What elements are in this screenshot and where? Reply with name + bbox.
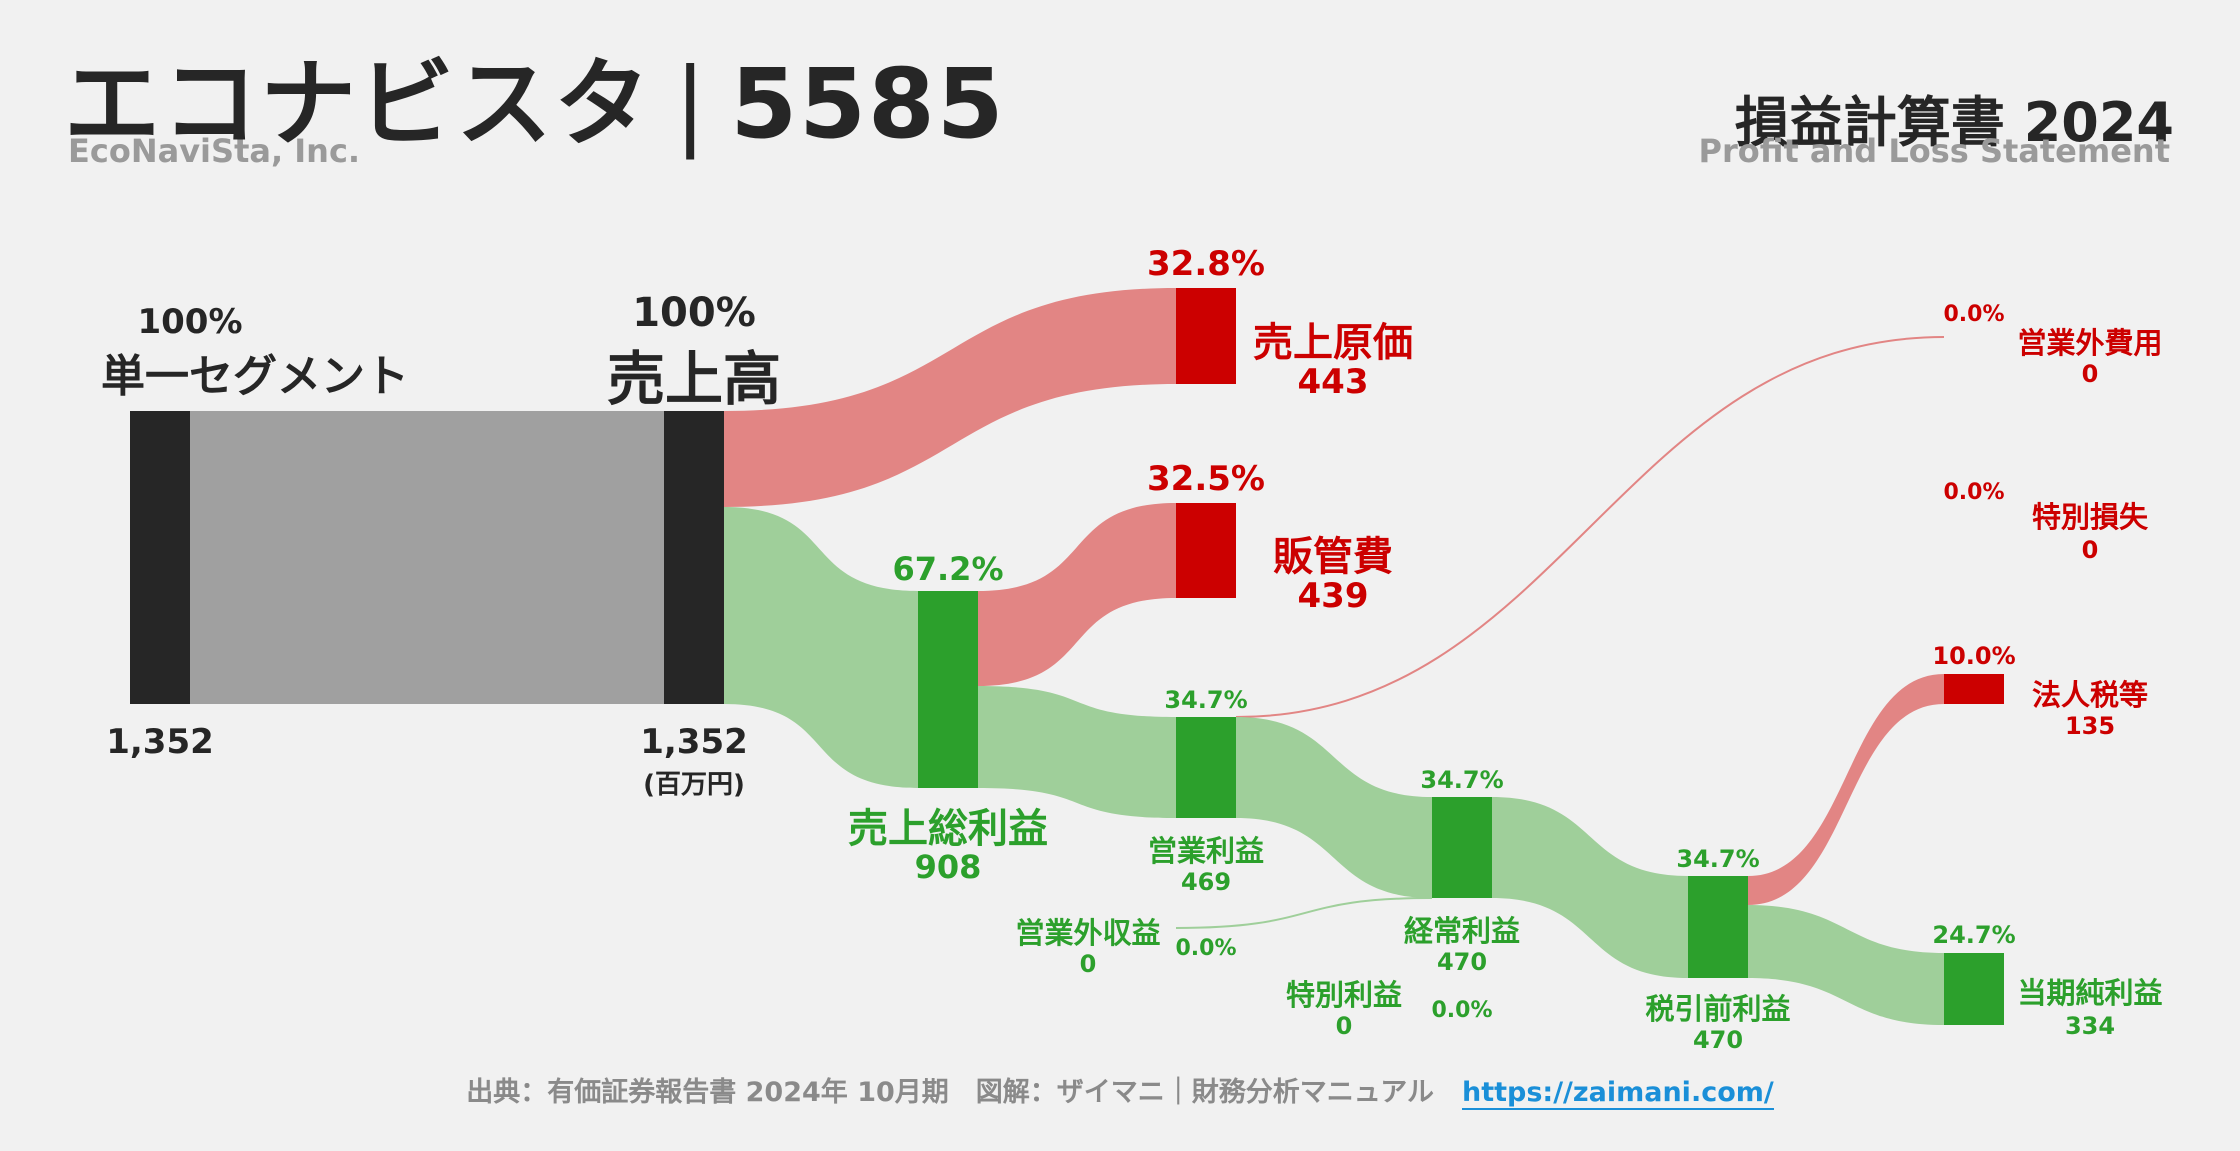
node-cogs	[1176, 288, 1236, 384]
sga-label: 販管費	[1273, 534, 1393, 580]
segment-value: 1,352	[106, 722, 214, 762]
flow-operating-to-ordinary	[1236, 717, 1432, 898]
net-profit-label: 当期純利益	[2017, 976, 2163, 1010]
operating-profit-value: 469	[1180, 868, 1232, 896]
flow-gross-profit-to-sga	[978, 503, 1176, 686]
statement-title-en: Profit and Loss Statement	[1698, 132, 2170, 170]
special-loss-value: 0	[2081, 536, 2099, 564]
node-sga	[1176, 503, 1236, 598]
non-op-expense-pct: 0.0%	[1943, 302, 2005, 327]
revenue-value: 1,352	[640, 722, 748, 762]
flow-operating-to-non-op-expense	[1235, 336, 1945, 718]
node-revenue	[664, 411, 724, 704]
ordinary-profit-label: 経常利益	[1403, 914, 1521, 948]
node-segment	[130, 411, 190, 704]
node-ordinary-profit	[1432, 797, 1492, 898]
flow-revenue-to-gross-profit	[724, 507, 918, 788]
node-net-profit	[1944, 953, 2004, 1025]
company-name-en: EcoNaviSta, Inc.	[68, 132, 361, 170]
flow-pretax-to-net-profit	[1748, 905, 1944, 1025]
node-operating-profit	[1176, 717, 1236, 818]
tax-value: 135	[2064, 712, 2116, 740]
revenue-pct: 100%	[632, 290, 756, 336]
flow-pretax-to-tax	[1748, 674, 1944, 905]
segment-label: 単一セグメント	[101, 351, 409, 402]
footer: 出典：有価証券報告書 2024年 10月期 図解：ザイマニ｜財務分析マニュアル h…	[0, 1070, 2240, 1110]
flow-segment-to-revenue	[190, 411, 664, 704]
gross-profit-pct: 67.2%	[892, 550, 1004, 588]
source-credit: 出典：有価証券報告書 2024年 10月期 図解：ザイマニ｜財務分析マニュアル	[466, 1077, 1434, 1108]
title-separator: |	[674, 48, 709, 160]
revenue-label: 売上高	[606, 345, 782, 413]
special-gain-pct: 0.0%	[1431, 998, 1493, 1023]
node-gross-profit	[918, 591, 978, 788]
net-profit-pct: 24.7%	[1932, 921, 2016, 949]
page-title: エコナビスタ | 5585	[64, 26, 1006, 165]
source-link[interactable]: https://zaimani.com/	[1461, 1077, 1774, 1110]
cogs-value: 443	[1297, 362, 1369, 402]
special-gain-label: 特別利益	[1285, 978, 1403, 1012]
cogs-pct: 32.8%	[1147, 244, 1265, 284]
statement-title: 損益計算書 2024	[1734, 91, 2174, 154]
non-op-income-value: 0	[1079, 950, 1097, 978]
non-op-expense-value: 0	[2081, 360, 2099, 388]
tax-pct: 10.0%	[1932, 642, 2016, 670]
special-loss-label: 特別損失	[2031, 500, 2149, 534]
non-op-income-pct: 0.0%	[1175, 936, 1237, 961]
ordinary-profit-pct: 34.7%	[1420, 766, 1504, 794]
sga-pct: 32.5%	[1147, 459, 1265, 499]
stock-code: 5585	[730, 48, 1006, 160]
pretax-profit-pct: 34.7%	[1676, 845, 1760, 873]
gross-profit-value: 908	[914, 848, 982, 886]
company-name: エコナビスタ	[64, 48, 652, 160]
segment-pct: 100%	[137, 302, 243, 342]
tax-label: 法人税等	[2031, 678, 2149, 712]
node-tax	[1944, 674, 2004, 704]
gross-profit-label: 売上総利益	[848, 806, 1048, 852]
operating-profit-label: 営業利益	[1147, 834, 1265, 868]
ordinary-profit-value: 470	[1436, 948, 1488, 976]
special-gain-value: 0	[1335, 1012, 1353, 1040]
cogs-label: 売上原価	[1253, 320, 1413, 366]
flow-revenue-to-cogs	[724, 288, 1176, 507]
sga-value: 439	[1297, 576, 1369, 616]
unit-label: (百万円)	[643, 770, 745, 800]
non-op-income-label: 営業外収益	[1015, 916, 1161, 950]
non-op-expense-label: 営業外費用	[2017, 326, 2163, 360]
operating-profit-pct: 34.7%	[1164, 686, 1248, 714]
node-pretax-profit	[1688, 876, 1748, 978]
net-profit-value: 334	[2064, 1012, 2116, 1040]
flow-gross-profit-to-operating	[978, 686, 1176, 818]
pretax-profit-label: 税引前利益	[1645, 992, 1791, 1026]
pretax-profit-value: 470	[1692, 1026, 1744, 1054]
special-loss-pct: 0.0%	[1943, 480, 2005, 505]
flow-ordinary-to-pretax	[1492, 797, 1688, 978]
flow-non-op-income-to-ordinary	[1175, 897, 1433, 929]
